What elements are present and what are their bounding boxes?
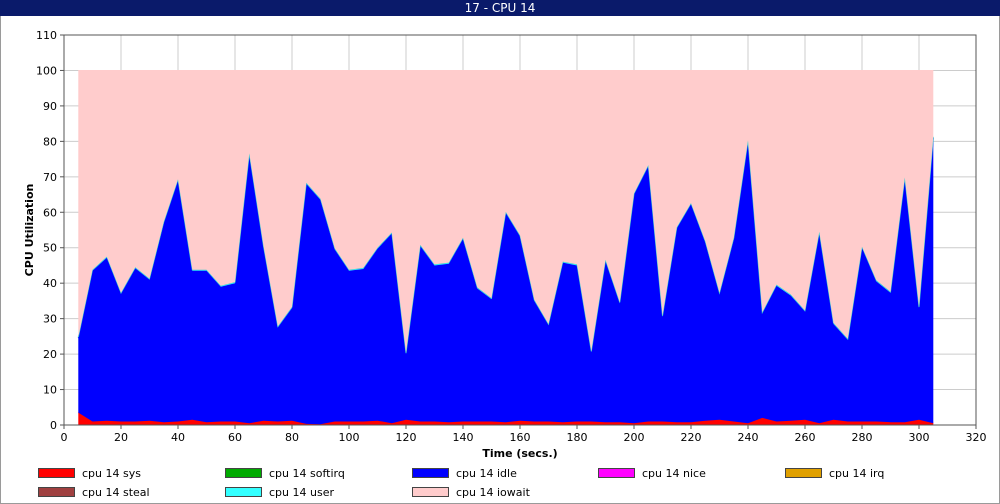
series-area-7 xyxy=(78,70,934,353)
legend-label-1: cpu 14 softirq xyxy=(269,467,345,480)
legend: cpu 14 sys cpu 14 softirq cpu 14 idle cpu 1… xyxy=(0,463,1000,503)
x-tick-label-4: 80 xyxy=(285,431,299,444)
legend-label-4: cpu 14 irq xyxy=(829,467,885,480)
legend-label-7: cpu 14 iowait xyxy=(456,486,530,499)
legend-label-0: cpu 14 sys xyxy=(82,467,141,480)
legend-label-2: cpu 14 idle xyxy=(456,467,517,480)
x-tick-label-11: 220 xyxy=(681,431,702,444)
y-tick-label-2: 20 xyxy=(43,348,57,361)
x-tick-label-9: 180 xyxy=(567,431,588,444)
legend-swatch-2 xyxy=(412,468,449,478)
y-tick-label-0: 0 xyxy=(50,419,57,432)
y-tick-label-10: 100 xyxy=(36,64,57,77)
legend-swatch-1 xyxy=(225,468,262,478)
legend-label-3: cpu 14 nice xyxy=(642,467,706,480)
x-tick-label-3: 60 xyxy=(228,431,242,444)
y-tick-label-9: 90 xyxy=(43,100,57,113)
y-tick-label-3: 30 xyxy=(43,313,57,326)
y-tick-label-1: 10 xyxy=(43,384,57,397)
y-axis-label: CPU Utilization xyxy=(23,184,36,277)
y-tick-label-7: 70 xyxy=(43,171,57,184)
window-title: 17 - CPU 14 xyxy=(0,0,1000,16)
x-tick-label-6: 120 xyxy=(396,431,417,444)
legend-swatch-4 xyxy=(785,468,822,478)
x-tick-label-8: 160 xyxy=(510,431,531,444)
x-tick-label-15: 300 xyxy=(909,431,930,444)
x-axis-label: Time (secs.) xyxy=(482,447,557,460)
x-tick-label-13: 260 xyxy=(795,431,816,444)
x-tick-label-5: 100 xyxy=(339,431,360,444)
y-tick-label-6: 60 xyxy=(43,206,57,219)
y-tick-label-11: 110 xyxy=(36,29,57,42)
legend-swatch-0 xyxy=(38,468,75,478)
x-tick-label-12: 240 xyxy=(738,431,759,444)
y-tick-label-5: 50 xyxy=(43,242,57,255)
x-tick-label-1: 20 xyxy=(114,431,128,444)
legend-label-6: cpu 14 user xyxy=(269,486,334,499)
x-tick-label-0: 0 xyxy=(61,431,68,444)
series-area-0 xyxy=(78,412,934,425)
x-tick-label-14: 280 xyxy=(852,431,873,444)
x-tick-label-16: 320 xyxy=(966,431,987,444)
x-tick-label-2: 40 xyxy=(171,431,185,444)
legend-swatch-6 xyxy=(225,487,262,497)
y-tick-label-8: 80 xyxy=(43,135,57,148)
legend-swatch-7 xyxy=(412,487,449,497)
x-tick-label-7: 140 xyxy=(453,431,474,444)
legend-label-5: cpu 14 steal xyxy=(82,486,150,499)
legend-swatch-5 xyxy=(38,487,75,497)
series-area-2 xyxy=(78,137,934,425)
x-tick-label-10: 200 xyxy=(624,431,645,444)
y-tick-label-4: 40 xyxy=(43,277,57,290)
legend-swatch-3 xyxy=(598,468,635,478)
